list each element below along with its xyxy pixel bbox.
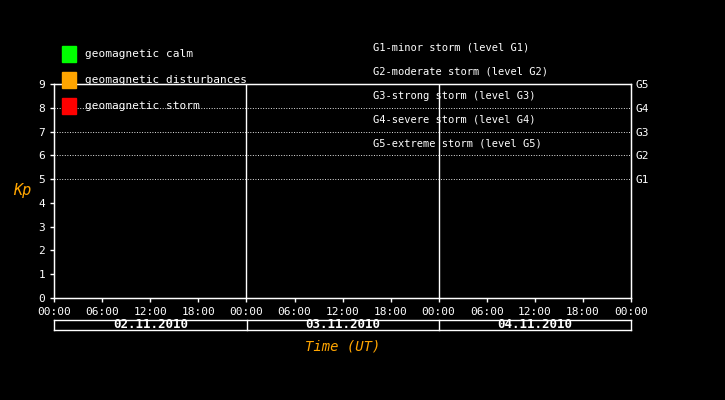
Text: geomagnetic calm: geomagnetic calm [85, 49, 193, 59]
Text: geomagnetic disturbances: geomagnetic disturbances [85, 75, 246, 85]
Text: G2-moderate storm (level G2): G2-moderate storm (level G2) [373, 67, 548, 77]
Text: Time (UT): Time (UT) [305, 339, 380, 353]
Text: 02.11.2010: 02.11.2010 [113, 318, 188, 332]
Text: geomagnetic storm: geomagnetic storm [85, 101, 199, 111]
Text: 04.11.2010: 04.11.2010 [497, 318, 572, 332]
Text: 03.11.2010: 03.11.2010 [305, 318, 380, 332]
Text: G1-minor storm (level G1): G1-minor storm (level G1) [373, 43, 530, 53]
Text: Kp: Kp [12, 184, 31, 198]
Text: G3-strong storm (level G3): G3-strong storm (level G3) [373, 91, 536, 101]
Text: G4-severe storm (level G4): G4-severe storm (level G4) [373, 115, 536, 125]
Text: G5-extreme storm (level G5): G5-extreme storm (level G5) [373, 139, 542, 149]
